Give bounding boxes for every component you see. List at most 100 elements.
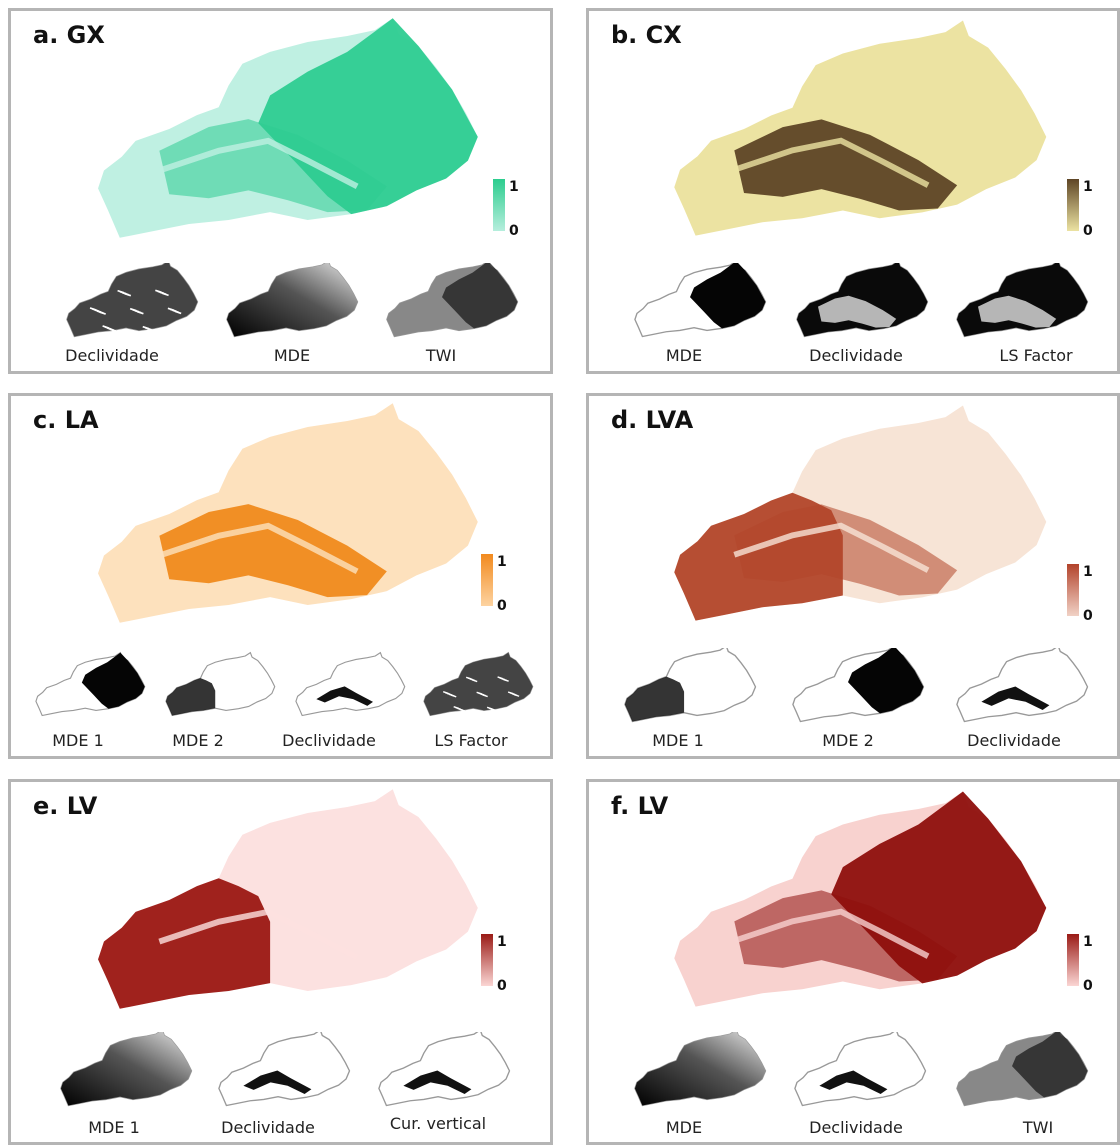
legend-bar bbox=[1067, 564, 1079, 616]
panel-title: b. CX bbox=[611, 21, 682, 49]
covariate-fill bbox=[165, 678, 216, 716]
thumbnail-map bbox=[226, 263, 359, 338]
texture-streak bbox=[476, 691, 482, 695]
thumbnail-label: MDE 2 bbox=[822, 731, 874, 750]
main-map bbox=[674, 791, 1047, 1007]
main-map bbox=[674, 20, 1047, 236]
thumbnail-map bbox=[386, 263, 519, 338]
legend-bar bbox=[1067, 934, 1079, 986]
high-probability-zone bbox=[98, 878, 271, 1009]
legend-bar bbox=[1067, 179, 1079, 231]
texture-streak bbox=[442, 691, 449, 695]
covariate-fill bbox=[423, 652, 533, 716]
thumbnail-map bbox=[956, 1032, 1089, 1107]
legend-max: 1 bbox=[497, 934, 507, 950]
main-map bbox=[98, 18, 478, 238]
mid-probability-zone bbox=[734, 890, 958, 982]
legend-bar bbox=[481, 554, 493, 606]
thumbnail-label: Declividade bbox=[282, 731, 376, 750]
thumbnail-label: MDE 2 bbox=[172, 731, 224, 750]
thumbnail-label: LS Factor bbox=[434, 731, 508, 750]
panel-f: f. LV 1 0 MDE Declividade TWI bbox=[586, 779, 1120, 1145]
high-probability-zone bbox=[159, 504, 387, 598]
basin-outline bbox=[794, 1032, 927, 1107]
legend-max: 1 bbox=[1083, 934, 1093, 950]
texture-streak bbox=[432, 676, 439, 680]
thumbnail-map bbox=[634, 1032, 767, 1107]
panel-d: d. LVA 1 0 MDE 1 MDE 2 Declividade bbox=[586, 393, 1120, 759]
texture-streak bbox=[77, 289, 84, 293]
covariate-fill bbox=[403, 1070, 472, 1094]
panel-title: e. LV bbox=[33, 792, 98, 820]
drainage-line bbox=[158, 908, 359, 961]
legend-min: 0 bbox=[1083, 978, 1093, 994]
thumbnail-label: TWI bbox=[425, 346, 457, 365]
panel-title: d. LVA bbox=[611, 406, 694, 434]
texture-streak bbox=[155, 289, 162, 294]
thumbnail-label: MDE 1 bbox=[52, 731, 104, 750]
thumbnail-map bbox=[165, 651, 276, 717]
thumbnail-map bbox=[624, 648, 757, 723]
thumbnail-map bbox=[218, 1032, 351, 1107]
thumbnail-label: MDE bbox=[665, 346, 703, 365]
texture-streak bbox=[129, 307, 137, 312]
legend-bar bbox=[493, 179, 505, 231]
thumbnail-label: Cur. vertical bbox=[389, 1114, 487, 1133]
basin-outline bbox=[218, 1032, 351, 1107]
main-map bbox=[98, 403, 478, 623]
panel-c: c. LA 1 0 MDE 1 MDE 2 Declividade LS Fac… bbox=[8, 393, 553, 759]
covariate-fill bbox=[634, 1032, 766, 1106]
thumbnail-map bbox=[35, 651, 146, 717]
thumbnail-map bbox=[796, 263, 929, 338]
thumbnail-label: TWI bbox=[1022, 1118, 1054, 1137]
drainage-line bbox=[158, 137, 359, 190]
thumbnail-map bbox=[956, 263, 1089, 338]
thumbnail-map bbox=[792, 648, 925, 723]
main-map bbox=[98, 789, 478, 1009]
panel-b: b. CX 1 0 MDE Declividade LS Factor bbox=[586, 8, 1120, 374]
covariate-fill bbox=[316, 686, 373, 706]
legend-bar bbox=[481, 934, 493, 986]
basin-map bbox=[98, 403, 478, 623]
covariate-fill bbox=[819, 1070, 888, 1094]
legend-min: 0 bbox=[1083, 608, 1093, 624]
covariate-fill bbox=[981, 686, 1050, 710]
texture-streak bbox=[507, 691, 514, 695]
texture-streak bbox=[117, 289, 124, 294]
thumbnail-label: MDE 1 bbox=[652, 731, 704, 750]
thumbnail-label: MDE bbox=[273, 346, 311, 365]
thumbnail-map bbox=[295, 651, 406, 717]
thumbnail-map bbox=[66, 263, 199, 338]
drainage-line bbox=[733, 522, 930, 573]
texture-streak bbox=[89, 307, 97, 311]
thumbnail-label: Declividade bbox=[65, 346, 159, 365]
texture-streak bbox=[453, 706, 460, 710]
covariate-fill bbox=[60, 1032, 192, 1106]
thumbnail-map bbox=[378, 1032, 511, 1107]
covariate-fill bbox=[66, 263, 198, 337]
dark-zone bbox=[442, 263, 518, 329]
texture-streak bbox=[518, 706, 524, 710]
thumbnail-map bbox=[794, 1032, 927, 1107]
texture-streak bbox=[429, 664, 436, 668]
drainage-line bbox=[733, 908, 930, 959]
drainage-line bbox=[733, 137, 930, 188]
panel-title: f. LV bbox=[611, 792, 669, 820]
legend-min: 0 bbox=[509, 223, 519, 239]
thumbnail-label: Declividade bbox=[221, 1118, 315, 1137]
thumbnail-map bbox=[634, 263, 767, 338]
thumbnail-label: MDE bbox=[665, 1118, 703, 1137]
mid-probability-zone bbox=[159, 119, 387, 213]
basin-outline bbox=[378, 1032, 511, 1107]
valley-zone bbox=[978, 295, 1057, 328]
covariate-fill bbox=[624, 676, 685, 722]
legend-min: 0 bbox=[1083, 223, 1093, 239]
panel-e: e. LV 1 0 MDE 1 Declividade Cur. vertica… bbox=[8, 779, 553, 1145]
covariate-fill bbox=[226, 263, 358, 337]
dark-zone bbox=[1012, 1032, 1088, 1098]
thumbnail-map bbox=[956, 648, 1089, 723]
covariate-fill bbox=[690, 263, 766, 329]
thumbnail-label: MDE 1 bbox=[88, 1118, 140, 1137]
legend-min: 0 bbox=[497, 598, 507, 614]
panel-title: c. LA bbox=[33, 406, 99, 434]
